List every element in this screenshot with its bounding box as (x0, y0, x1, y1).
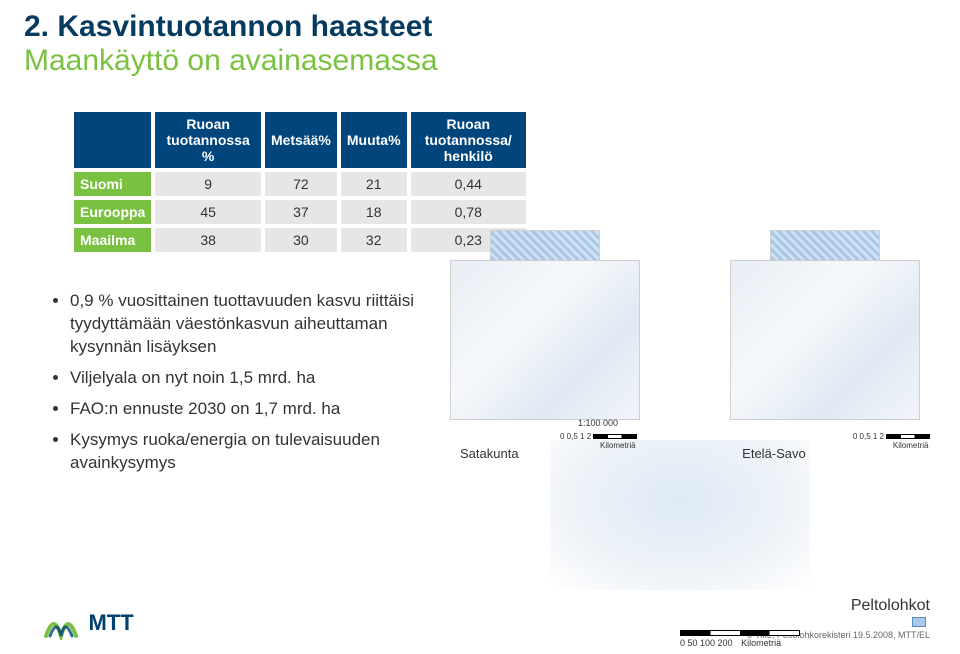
mtt-logo: MTT (44, 606, 134, 640)
cell: 9 (155, 172, 261, 196)
map-satakunta (450, 260, 640, 420)
table-row: Eurooppa 45 37 18 0,78 (74, 200, 526, 224)
maps-area (450, 240, 930, 600)
col-other-pct: Muuta% (341, 112, 407, 168)
cell: 45 (155, 200, 261, 224)
table-row: Suomi 9 72 21 0,44 (74, 172, 526, 196)
mini-scale-ticks: 0 0,5 1 2 (560, 432, 591, 441)
main-scale-ticks: 0 50 100 200 (680, 638, 733, 648)
legend-swatch (912, 617, 926, 627)
cell: 72 (265, 172, 337, 196)
row-label: Eurooppa (74, 200, 151, 224)
logo-text: MTT (88, 610, 133, 636)
legend-title: Peltolohkot (746, 597, 930, 615)
scale-ratio: 1:100 000 (578, 418, 618, 428)
cell: 30 (265, 228, 337, 252)
col-food-prod-pct: Ruoan tuotannossa % (155, 112, 261, 168)
region-etela-savo: Etelä-Savo (742, 446, 806, 461)
map-finland (550, 440, 810, 590)
cell: 21 (341, 172, 407, 196)
col-forest-pct: Metsää% (265, 112, 337, 168)
row-label: Maailma (74, 228, 151, 252)
col-food-per-capita: Ruoan tuotannossa/ henkilö (411, 112, 526, 168)
cell: 32 (341, 228, 407, 252)
cell: 38 (155, 228, 261, 252)
mini-scale-ticks: 0 0,5 1 2 (853, 432, 884, 441)
bullet-list: 0,9 % vuosittainen tuottavuuden kasvu ri… (50, 290, 430, 483)
heading-title: 2. Kasvintuotannon haasteet (24, 10, 438, 44)
cell: 18 (341, 200, 407, 224)
mini-scale-unit: Kilometriä (600, 441, 636, 450)
mini-scalebar-left: 0 0,5 1 2 Kilometriä (560, 432, 637, 450)
table-header-row: Ruoan tuotannossa % Metsää% Muuta% Ruoan… (74, 112, 526, 168)
mini-scale-unit: Kilometriä (893, 441, 929, 450)
list-item: 0,9 % vuosittainen tuottavuuden kasvu ri… (70, 290, 430, 359)
cell: 37 (265, 200, 337, 224)
cell: 0,44 (411, 172, 526, 196)
heading-subtitle: Maankäyttö on avainasemassa (24, 44, 438, 78)
cell: 0,78 (411, 200, 526, 224)
row-label: Suomi (74, 172, 151, 196)
col-blank (74, 112, 151, 168)
land-use-table: Ruoan tuotannossa % Metsää% Muuta% Ruoan… (70, 108, 530, 256)
list-item: FAO:n ennuste 2030 on 1,7 mrd. ha (70, 398, 430, 421)
slide-heading: 2. Kasvintuotannon haasteet Maankäyttö o… (24, 10, 438, 78)
main-scalebar: 0 50 100 200 Kilometriä (680, 630, 800, 648)
main-scale-unit: Kilometriä (741, 638, 781, 648)
list-item: Kysymys ruoka/energia on tulevaisuuden a… (70, 429, 430, 475)
mini-scalebar-right: 0 0,5 1 2 Kilometriä (853, 432, 930, 450)
list-item: Viljelyala on nyt noin 1,5 mrd. ha (70, 367, 430, 390)
region-labels: Satakunta Etelä-Savo (460, 446, 920, 461)
region-satakunta: Satakunta (460, 446, 519, 461)
logo-mark-icon (44, 606, 78, 640)
map-etela-savo (730, 260, 920, 420)
